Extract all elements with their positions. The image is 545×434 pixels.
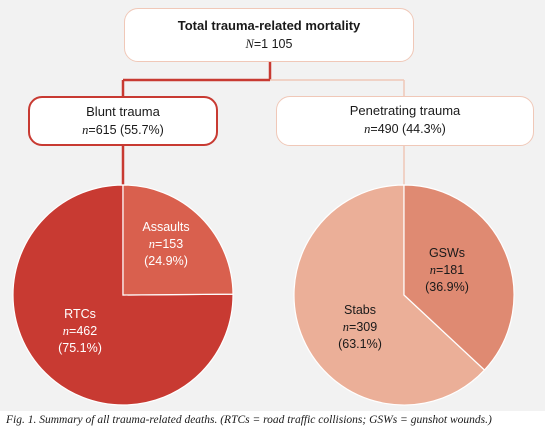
rtcs-percent: (75.1%) xyxy=(58,341,102,355)
pie-slice-assaults xyxy=(122,184,234,296)
rtcs-n-value: =462 xyxy=(69,324,98,338)
penetrating-n-value: =490 (44.3%) xyxy=(370,122,446,136)
gsws-n-symbol: n xyxy=(429,263,437,277)
blunt-n-value: =615 (55.7%) xyxy=(88,123,164,137)
gsws-label: GSWs xyxy=(428,246,466,260)
penetrating-count: n=490 (44.3%) xyxy=(277,120,533,138)
rtcs-label: RTCs xyxy=(64,307,96,321)
total-n-symbol: N xyxy=(245,37,254,51)
assaults-percent: (24.9%) xyxy=(144,254,188,268)
total-count: N=1 105 xyxy=(125,35,413,53)
total-n-value: =1 105 xyxy=(253,37,293,51)
assaults-n-value: =153 xyxy=(155,237,184,251)
penetrating-n-symbol: n xyxy=(364,122,371,136)
slice-label-assaults: Assaults n=153 (24.9%) xyxy=(120,219,212,270)
rtcs-n-symbol: n xyxy=(62,324,70,338)
penetrating-trauma-box: Penetrating trauma n=490 (44.3%) xyxy=(276,96,534,146)
pie-slice-gsws xyxy=(403,184,515,371)
blunt-count: n=615 (55.7%) xyxy=(30,121,216,139)
pie-slice-rtcs xyxy=(12,184,234,406)
total-mortality-box: Total trauma-related mortality N=1 105 xyxy=(124,8,414,62)
slice-label-stabs: Stabs n=309 (63.1%) xyxy=(310,302,410,353)
gsws-percent: (36.9%) xyxy=(425,280,469,294)
gsws-n-value: =181 xyxy=(436,263,465,277)
assaults-n-symbol: n xyxy=(148,237,156,251)
blunt-pie xyxy=(12,184,234,406)
stabs-n-symbol: n xyxy=(342,320,350,334)
blunt-n-symbol: n xyxy=(82,123,89,137)
figure-caption: Fig. 1. Summary of all trauma-related de… xyxy=(6,414,492,426)
penetrating-title: Penetrating trauma xyxy=(349,103,461,118)
slice-label-gsws: GSWs n=181 (36.9%) xyxy=(402,245,492,296)
slice-label-rtcs: RTCs n=462 (75.1%) xyxy=(30,306,130,357)
stabs-label: Stabs xyxy=(344,303,376,317)
total-title: Total trauma-related mortality xyxy=(177,18,361,33)
assaults-label: Assaults xyxy=(142,220,190,234)
penetrating-pie xyxy=(293,184,515,406)
blunt-title: Blunt trauma xyxy=(86,104,160,119)
pie-slice-stabs xyxy=(293,184,486,406)
stabs-n-value: =309 xyxy=(349,320,378,334)
blunt-trauma-box: Blunt trauma n=615 (55.7%) xyxy=(28,96,218,146)
diagram-canvas xyxy=(12,62,515,406)
stabs-percent: (63.1%) xyxy=(338,337,382,351)
